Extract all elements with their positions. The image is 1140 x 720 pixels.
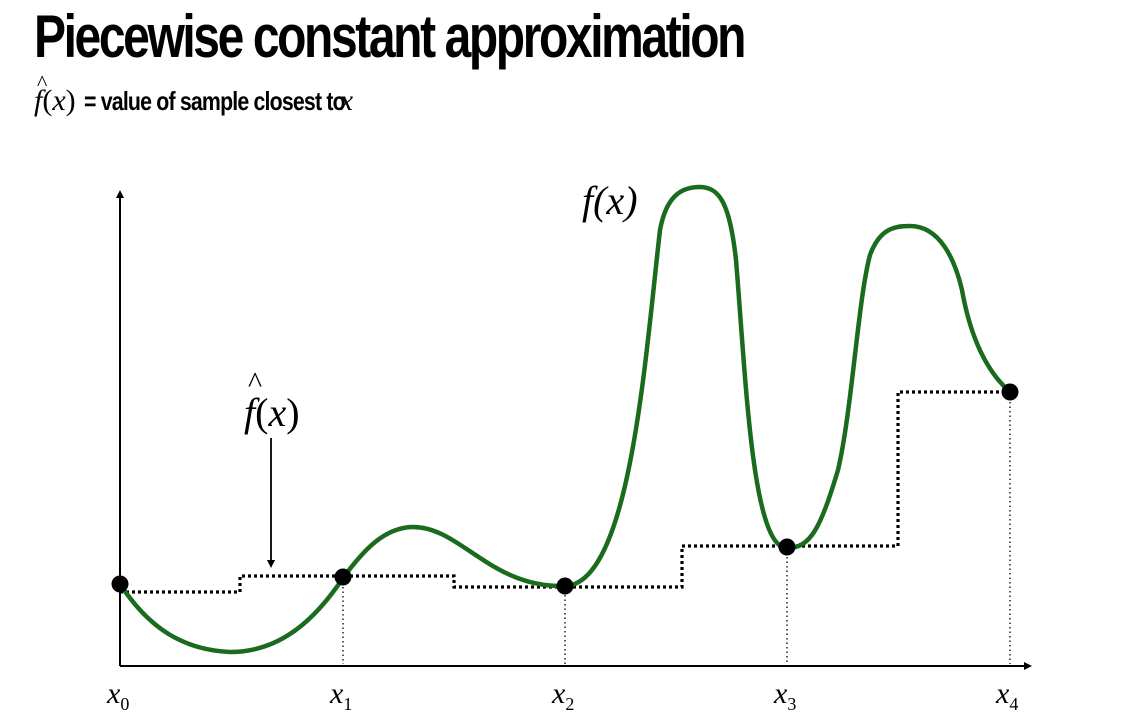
sample-point-1 xyxy=(334,568,352,586)
subtitle-text: = value of sample closest to xyxy=(83,86,346,117)
sample-point-3 xyxy=(778,538,796,556)
subtitle: f ^ (x) = value of sample closest to x xyxy=(34,70,354,118)
subtitle-var: x xyxy=(339,84,354,117)
sample-point-4 xyxy=(1001,383,1019,401)
sample-point-0 xyxy=(111,575,129,593)
sample-labels: x0 x1 x2 x3 x4 xyxy=(106,677,1018,714)
sample-point-2 xyxy=(556,577,574,595)
sample-label-0: x0 xyxy=(106,677,129,714)
page-title: Piecewise constant approximation xyxy=(34,3,746,70)
approx-hat: ^ xyxy=(248,366,262,399)
subtitle-fhat-x: f ^ (x) xyxy=(34,70,76,117)
sample-label-1: x1 xyxy=(329,677,352,714)
sample-label-4: x4 xyxy=(995,677,1018,714)
approx-label: f(x) xyxy=(244,390,300,435)
fhat-symbol: f ^ xyxy=(34,70,48,117)
sample-label-3: x3 xyxy=(773,677,796,714)
subtitle-definition: value of sample closest to xyxy=(100,86,345,116)
equals-sign: = xyxy=(83,86,96,116)
function-curve xyxy=(117,184,1013,655)
function-label: f(x) xyxy=(582,178,638,223)
sample-label-2: x2 xyxy=(551,677,574,714)
